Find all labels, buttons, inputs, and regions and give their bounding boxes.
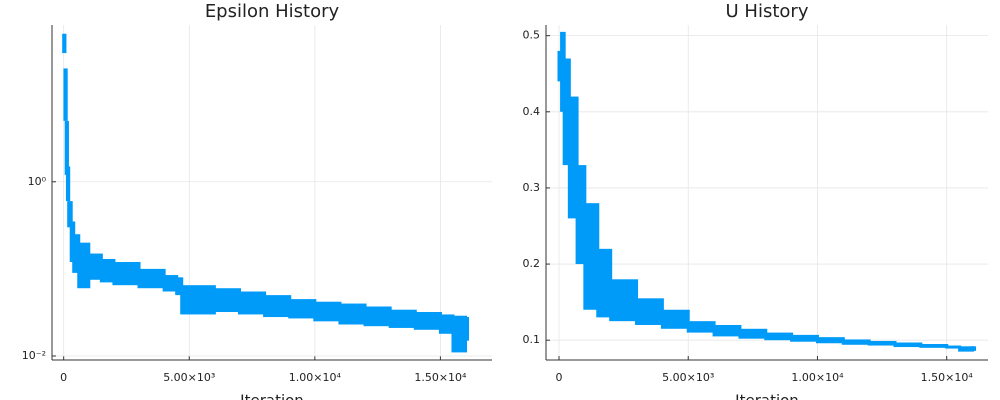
x-tick-label: 5.00×10³ xyxy=(662,371,714,384)
band-segment xyxy=(609,279,639,322)
x-tick-label: 0 xyxy=(556,371,563,384)
band-segment xyxy=(65,166,71,202)
band-segment xyxy=(686,321,716,333)
band-segment xyxy=(363,306,392,327)
band-segment xyxy=(338,303,367,325)
band-segment xyxy=(63,68,68,121)
band-segment xyxy=(712,324,742,337)
x-tick-label: 1.00×10⁴ xyxy=(289,371,342,384)
band-segment xyxy=(919,344,949,348)
band-segment xyxy=(263,295,292,318)
band-segment xyxy=(212,288,241,313)
band-segment xyxy=(137,268,166,289)
band-segment xyxy=(72,234,81,273)
y-tick-label: 0.3 xyxy=(523,181,541,194)
band-segment xyxy=(464,317,470,341)
band-segment xyxy=(945,345,962,349)
band-segment xyxy=(635,298,664,325)
x-tick-label: 0 xyxy=(60,371,67,384)
band-segment xyxy=(815,337,845,344)
band-segment xyxy=(583,203,600,310)
band-segment xyxy=(841,339,871,345)
band-segment xyxy=(790,334,819,342)
band-segment xyxy=(77,242,91,289)
band-segment xyxy=(112,261,141,286)
band-segment xyxy=(567,96,579,219)
y-tick-label: 10⁻² xyxy=(22,349,46,362)
band-segment xyxy=(413,312,442,330)
band-segment xyxy=(175,277,184,296)
band-segment xyxy=(971,346,977,351)
x-tick-label: 1.00×10⁴ xyxy=(791,371,844,384)
band-segment xyxy=(180,285,216,315)
band-segment xyxy=(162,275,179,292)
band-segment xyxy=(438,314,455,334)
y-tick-label: 0.4 xyxy=(523,105,541,118)
band-segment xyxy=(67,201,73,228)
x-tick-label: 1.50×10⁴ xyxy=(921,371,974,384)
x-axis-label: Iteration xyxy=(735,392,799,400)
band-segment xyxy=(64,120,69,175)
band-segment xyxy=(237,291,267,315)
band-segment xyxy=(958,346,975,352)
band-segment xyxy=(660,309,690,329)
band-segment xyxy=(738,328,768,339)
band-segment xyxy=(313,301,342,322)
y-tick-label: 0.5 xyxy=(523,29,541,42)
band-segment xyxy=(596,248,613,318)
y-tick-label: 0.2 xyxy=(523,257,541,270)
band-segment xyxy=(451,315,468,353)
band-segment xyxy=(562,58,571,166)
band-segment xyxy=(764,332,794,341)
chart-title: Epsilon History xyxy=(205,1,340,22)
band-segment xyxy=(87,253,103,280)
x-tick-label: 5.00×10³ xyxy=(163,371,215,384)
y-tick-label: 10⁰ xyxy=(28,175,47,188)
band-segment xyxy=(99,258,116,283)
band-segment xyxy=(575,165,587,265)
x-tick-label: 1.50×10⁴ xyxy=(414,371,467,384)
x-axis-label: Iteration xyxy=(240,392,304,400)
band-segment xyxy=(62,33,67,54)
y-tick-label: 0.1 xyxy=(523,333,541,346)
band-segment xyxy=(893,342,923,348)
band-segment xyxy=(288,299,317,319)
chart-title: U History xyxy=(726,1,809,22)
band-segment xyxy=(388,309,417,328)
band-segment xyxy=(867,340,897,346)
